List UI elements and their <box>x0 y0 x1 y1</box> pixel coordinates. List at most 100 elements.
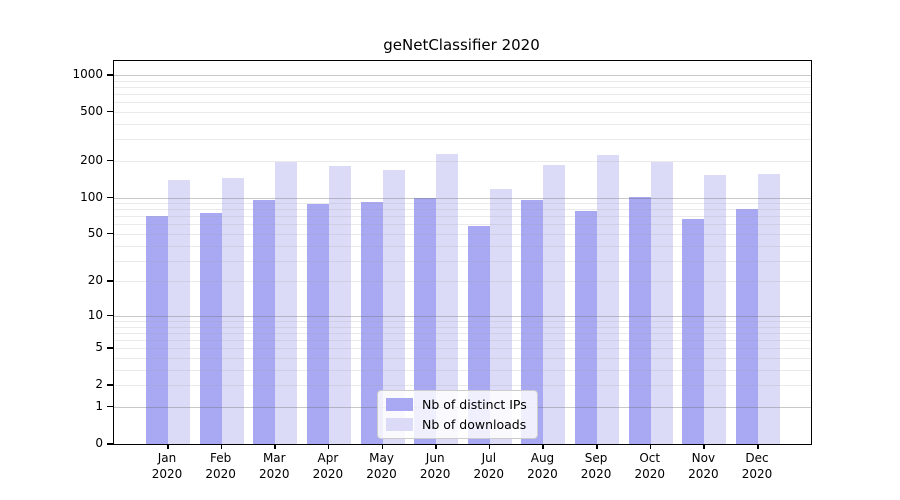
y-tick-label-10: 10 <box>87 307 103 322</box>
gridline-minor <box>114 332 811 334</box>
legend-label: Nb of distinct IPs <box>422 397 527 412</box>
gridline-major <box>114 197 811 199</box>
x-tick-mark <box>703 444 705 449</box>
chart-title: geNetClassifier 2020 <box>383 36 540 54</box>
bar-downloads-aug <box>543 164 566 444</box>
bar-distinct-ips-jun <box>414 197 437 444</box>
y-tick-label-1: 1 <box>95 398 103 413</box>
gridline-minor <box>114 102 811 104</box>
gridline-minor <box>114 321 811 323</box>
bar-distinct-ips-oct <box>628 196 651 444</box>
y-tick-mark <box>107 232 113 235</box>
gridline-minor <box>114 260 811 262</box>
y-tick-label-20: 20 <box>87 273 103 288</box>
bar-downloads-apr <box>328 166 351 444</box>
bar-distinct-ips-sep <box>575 210 598 444</box>
x-tick-mark <box>435 444 437 449</box>
bar-downloads-jul <box>489 189 512 444</box>
gridline-minor <box>114 216 811 218</box>
x-tick-mark <box>649 444 652 449</box>
gridline-minor <box>114 233 811 235</box>
bar-distinct-ips-may <box>360 201 383 444</box>
gridline-minor <box>114 340 811 342</box>
bar-distinct-ips-mar <box>253 200 276 444</box>
legend-item-distinct-ips: Nb of distinct IPs <box>386 397 527 412</box>
y-tick-mark <box>107 384 113 386</box>
gridline-minor <box>114 80 811 82</box>
legend-item-downloads: Nb of downloads <box>386 417 527 432</box>
gridline-minor <box>114 111 811 113</box>
x-tick-mark <box>596 444 598 449</box>
gridline-minor <box>114 358 811 360</box>
legend-swatch-downloads <box>386 418 413 431</box>
legend-label: Nb of downloads <box>422 417 527 432</box>
y-tick-mark <box>107 196 113 198</box>
x-tick-label-may: May 2020 <box>366 451 397 481</box>
y-tick-label-1000: 1000 <box>72 67 103 81</box>
y-tick-mark <box>107 347 113 349</box>
y-tick-label-2: 2 <box>95 377 103 392</box>
bar-downloads-may <box>382 169 405 444</box>
x-tick-mark <box>488 444 491 449</box>
bar-downloads-sep <box>597 154 620 444</box>
x-tick-mark <box>542 444 544 449</box>
x-tick-label-sep: Sep 2020 <box>580 451 612 481</box>
x-tick-label-feb: Feb 2020 <box>205 451 236 481</box>
gridline-minor <box>114 86 811 88</box>
x-tick-mark <box>167 444 169 449</box>
x-tick-label-oct: Oct 2020 <box>634 451 665 481</box>
x-tick-mark <box>757 444 759 449</box>
y-tick-mark <box>107 159 113 162</box>
x-tick-label-apr: Apr 2020 <box>312 451 344 481</box>
gridline-minor <box>114 209 811 211</box>
x-tick-mark <box>274 444 276 449</box>
gridline-minor <box>114 385 811 387</box>
gridline-minor <box>114 224 811 226</box>
bar-downloads-jun <box>436 153 459 444</box>
gridline-minor <box>114 281 811 283</box>
y-tick-label-100: 100 <box>80 189 103 204</box>
gridline-minor <box>114 160 811 162</box>
y-tick-mark <box>107 74 113 76</box>
bar-distinct-ips-jan <box>146 216 168 444</box>
bar-downloads-dec <box>758 174 780 444</box>
plot-area <box>113 60 812 445</box>
gridline-minor <box>114 94 811 96</box>
gridline-major <box>114 75 811 76</box>
x-tick-label-mar: Mar 2020 <box>258 451 290 481</box>
y-tick-mark <box>107 443 113 445</box>
x-tick-mark <box>381 444 384 449</box>
x-tick-label-jun: Jun 2020 <box>419 451 451 481</box>
y-tick-mark <box>107 280 113 282</box>
x-tick-label-dec: Dec 2020 <box>741 451 773 481</box>
y-tick-label-5: 5 <box>95 340 103 355</box>
gridline-minor <box>114 203 811 205</box>
y-tick-label-200: 200 <box>80 152 103 167</box>
bar-distinct-ips-nov <box>682 218 705 444</box>
bar-distinct-ips-feb <box>199 212 222 444</box>
bar-downloads-feb <box>221 177 244 444</box>
x-tick-label-nov: Nov 2020 <box>688 451 719 481</box>
gridline-minor <box>114 326 811 328</box>
bar-distinct-ips-jul <box>467 226 490 444</box>
bar-downloads-nov <box>704 174 727 444</box>
y-tick-label-0: 0 <box>95 436 103 450</box>
bar-distinct-ips-aug <box>521 200 544 444</box>
bar-downloads-mar <box>275 162 298 444</box>
y-tick-mark <box>107 314 113 317</box>
gridline-minor <box>114 348 811 350</box>
x-tick-mark <box>220 444 223 449</box>
y-tick-mark <box>107 110 113 113</box>
x-tick-label-aug: Aug 2020 <box>527 451 558 481</box>
gridline-major <box>114 315 811 317</box>
y-tick-mark <box>107 405 113 408</box>
gridline-minor <box>114 123 811 125</box>
gridline-minor <box>114 139 811 141</box>
y-tick-label-500: 500 <box>80 103 103 118</box>
x-tick-label-jul: Jul 2020 <box>473 451 505 481</box>
x-tick-label-jan: Jan 2020 <box>151 451 183 481</box>
bar-distinct-ips-apr <box>306 204 329 444</box>
bar-downloads-oct <box>650 162 673 444</box>
x-tick-mark <box>327 444 330 449</box>
